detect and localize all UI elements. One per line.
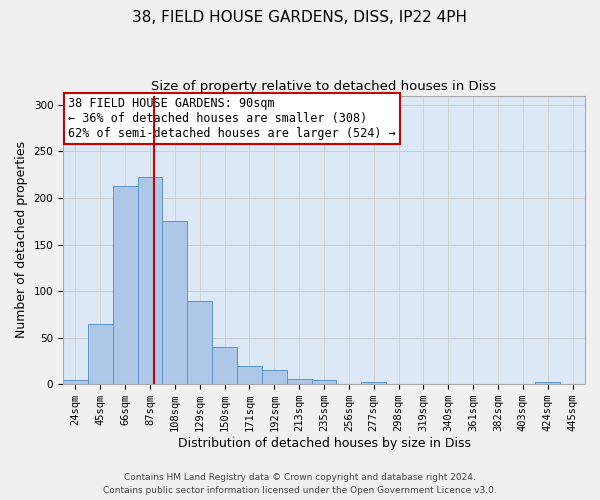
Title: Size of property relative to detached houses in Diss: Size of property relative to detached ho… — [151, 80, 497, 93]
Bar — [137, 178, 163, 384]
Bar — [237, 366, 262, 384]
Bar — [262, 370, 287, 384]
Bar — [88, 324, 113, 384]
Bar — [113, 186, 137, 384]
Bar — [361, 382, 386, 384]
Bar — [287, 378, 311, 384]
Bar — [63, 380, 88, 384]
Bar — [311, 380, 337, 384]
Bar — [212, 347, 237, 384]
Text: Contains HM Land Registry data © Crown copyright and database right 2024.
Contai: Contains HM Land Registry data © Crown c… — [103, 474, 497, 495]
Bar — [187, 302, 212, 384]
Text: 38 FIELD HOUSE GARDENS: 90sqm
← 36% of detached houses are smaller (308)
62% of : 38 FIELD HOUSE GARDENS: 90sqm ← 36% of d… — [68, 97, 396, 140]
Bar — [535, 382, 560, 384]
Text: 38, FIELD HOUSE GARDENS, DISS, IP22 4PH: 38, FIELD HOUSE GARDENS, DISS, IP22 4PH — [133, 10, 467, 25]
Bar — [163, 222, 187, 384]
Y-axis label: Number of detached properties: Number of detached properties — [15, 142, 28, 338]
X-axis label: Distribution of detached houses by size in Diss: Distribution of detached houses by size … — [178, 437, 470, 450]
